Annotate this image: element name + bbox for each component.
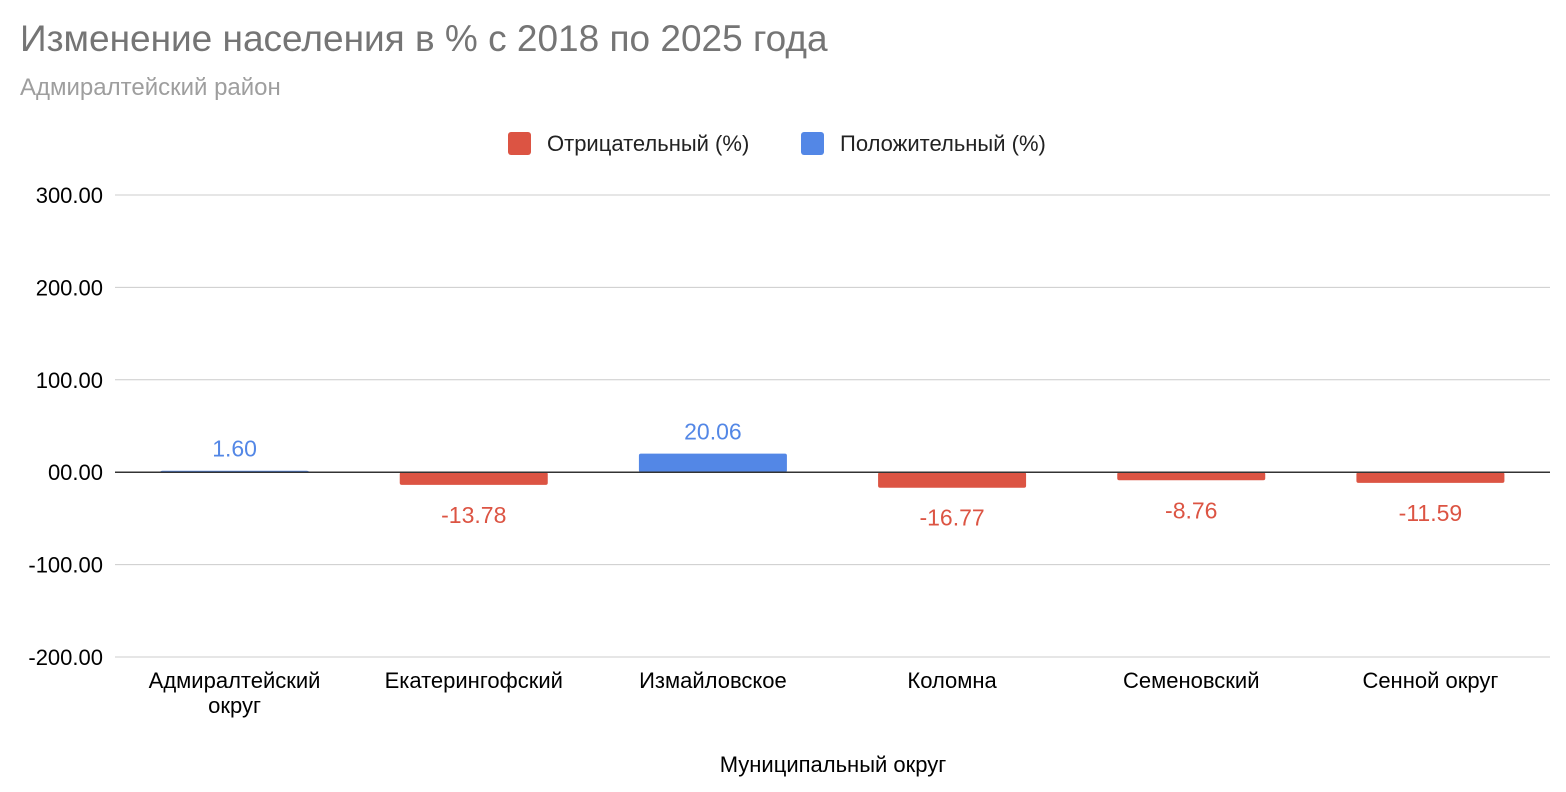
- y-tick-label: -200.00: [28, 645, 103, 670]
- bar: [1117, 472, 1266, 481]
- bar: [638, 453, 787, 473]
- x-category-label: Сенной округ: [1362, 668, 1498, 693]
- x-axis-categories: Адмиралтейский округ Екатерингофский Измайл…: [149, 668, 1499, 718]
- data-label: 1.60: [212, 436, 257, 462]
- data-label: -8.76: [1165, 497, 1217, 523]
- x-category-label: Семеновский: [1123, 668, 1260, 693]
- legend-swatch: [508, 132, 531, 155]
- legend-label: Отрицательный (%): [547, 131, 749, 156]
- x-axis-title: Муниципальный округ: [720, 752, 947, 777]
- x-category-label: Измайловское: [639, 668, 787, 693]
- y-tick-label: 100.00: [36, 368, 103, 393]
- y-tick-label: 00.00: [48, 460, 103, 485]
- legend-swatch: [801, 132, 824, 155]
- gridlines: [115, 194, 1550, 658]
- legend-label: Положительный (%): [840, 131, 1046, 156]
- data-label: 20.06: [684, 419, 742, 445]
- legend: Отрицательный (%) Положительный (%): [508, 131, 1046, 156]
- chart-subtitle: Адмиралтейский район: [20, 74, 281, 101]
- x-category-label: Адмиралтейский округ: [149, 668, 321, 718]
- y-tick-label: -100.00: [28, 553, 103, 578]
- bars: [160, 453, 1505, 488]
- data-label: -13.78: [441, 502, 506, 528]
- bar: [1356, 472, 1505, 483]
- x-category-label: Коломна: [907, 668, 997, 693]
- y-axis-ticks: 300.00 200.00 100.00 00.00 -100.00 -200.00: [28, 183, 103, 670]
- chart-title: Изменение населения в % с 2018 по 2025 г…: [20, 18, 828, 59]
- bar: [399, 472, 548, 485]
- y-tick-label: 300.00: [36, 183, 103, 208]
- y-tick-label: 200.00: [36, 275, 103, 300]
- bar: [878, 472, 1027, 488]
- x-category-label: Екатерингофский: [385, 668, 563, 693]
- data-label: -16.77: [919, 505, 984, 531]
- data-label: -11.59: [1399, 500, 1463, 526]
- data-labels: -13.78 -16.77 -8.76 -11.59 1.60 20.06: [212, 419, 1462, 531]
